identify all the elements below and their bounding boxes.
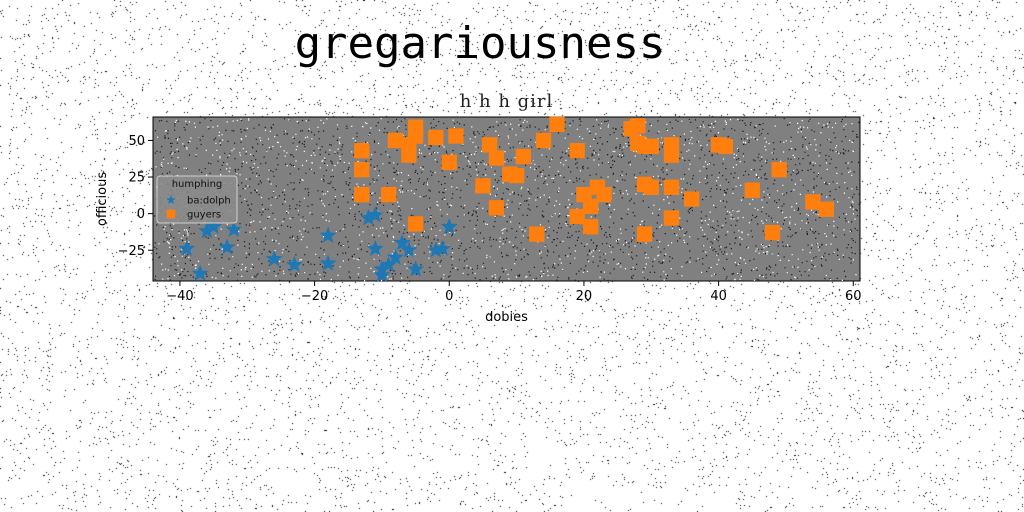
square-point [529,226,545,242]
square-point [508,167,525,184]
square-point [448,128,464,144]
star-point [359,209,378,226]
star-point [218,238,236,255]
star-point [205,217,223,235]
star-point [366,239,384,257]
star-point [380,255,398,273]
page-title: gregariousness [294,18,666,69]
axes: −40 −20 0 20 40 60 −25 0 25 50 [118,134,862,304]
x-tick-label: 20 [576,289,593,304]
legend-square-icon [166,209,176,219]
square-point [744,182,760,198]
square-point [381,186,397,203]
square-point [569,143,585,159]
star-point [285,255,303,273]
square-point [488,200,505,216]
legend-box [156,175,238,224]
square-point [583,219,599,235]
x-tick-label: −20 [301,289,328,304]
x-tick-label: 60 [845,289,862,304]
x-axis-label: dobies [485,310,528,325]
square-point [488,150,505,166]
square-point [771,162,787,178]
y-tick-label: 50 [128,134,145,149]
square-point [407,119,424,135]
star-point [373,260,391,277]
star-point [265,250,283,267]
y-tick-label: 0 [137,207,145,222]
star-point [433,239,452,257]
star-point [225,220,243,238]
star-point [319,254,337,271]
series-square-group [354,116,834,242]
square-point [475,178,491,194]
square-point [441,154,457,171]
star-point [373,266,391,283]
y-axis-label: officious [95,172,110,226]
y-tick-label: −25 [118,244,145,259]
square-point [636,226,653,242]
legend-title: humphing [172,179,223,190]
square-point [643,179,659,195]
square-point [354,186,370,203]
x-tick-label: −40 [166,289,193,304]
square-point [663,147,680,163]
square-point [428,129,444,146]
chart-marks [178,116,834,283]
star-point [191,264,209,281]
square-point [596,186,612,203]
legend-entry-label: ba:dolph [187,196,231,207]
star-point [440,217,458,235]
star-point [319,226,337,243]
star-point [178,239,196,257]
star-point [400,241,418,258]
square-point [535,132,552,149]
square-point [583,198,599,214]
legend-star-icon [166,195,176,205]
star-point [366,206,384,223]
square-point [387,132,404,149]
square-point [354,162,370,178]
series-star-group [178,206,458,283]
square-point [407,216,424,232]
square-point [354,143,370,159]
chart-title: h h h girl [460,91,554,112]
legend-entry-label: guyers [187,210,221,221]
star-point [427,241,445,258]
x-tick-label: 0 [445,289,453,304]
square-point [482,137,498,153]
star-point [393,233,411,251]
star-point [198,222,216,239]
square-point [515,148,531,165]
plot-area [152,116,861,282]
square-point [684,191,700,207]
legend: humphing ba:dolph guyers [156,175,238,224]
y-tick-label: 25 [128,171,145,186]
square-point [643,138,659,154]
square-point [549,116,565,132]
square-point [663,179,680,195]
square-point [818,201,834,217]
star-point [407,260,425,277]
x-tick-label: 40 [710,289,727,304]
square-point [717,138,733,154]
square-point [569,208,585,225]
square-point [764,225,781,241]
square-point [805,194,821,210]
square-point [576,186,592,203]
square-point [630,118,646,134]
square-point [663,210,680,226]
star-point [386,248,404,265]
